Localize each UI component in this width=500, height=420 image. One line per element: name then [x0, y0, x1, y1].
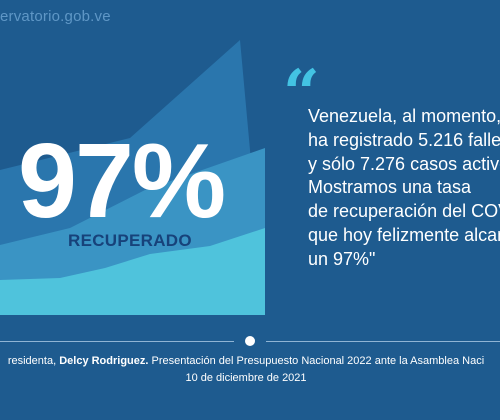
attribution: residenta, Delcy Rodriguez. Presentación… [0, 353, 500, 386]
quote-line: Venezuela, al momento, [308, 106, 500, 126]
recovery-percentage: 97% [18, 122, 226, 240]
attribution-date: 10 de diciembre de 2021 [185, 371, 307, 384]
mountain-front [0, 228, 265, 315]
quote-line: ha registrado 5.216 falle [308, 129, 500, 150]
quote-line: un 97%" [308, 248, 376, 269]
attribution-prefix: residenta, [7, 355, 60, 367]
quote-line: de recuperación del COV [308, 201, 500, 221]
speaker-name: Delcy Rodriguez. [59, 355, 149, 367]
attribution-line: residenta, Delcy Rodriguez. Presentación… [0, 353, 500, 370]
quote-text: Venezuela, al momento, ha registrado 5.2… [308, 105, 500, 271]
site-url-watermark: ervatorio.gob.ve [0, 8, 111, 25]
quote-line: que hoy felizmente alcan [308, 224, 500, 245]
divider-left [0, 341, 234, 342]
quote-mark-icon: “ [283, 56, 320, 131]
attribution-event: Presentación del Presupuesto Nacional 20… [148, 355, 485, 367]
divider-right [266, 341, 500, 342]
recovery-label: RECUPERADO [68, 231, 192, 250]
divider-dot [245, 336, 255, 346]
quote-line: y sólo 7.276 casos activo [308, 153, 500, 174]
quote-line: Mostramos una tasa [308, 177, 472, 198]
